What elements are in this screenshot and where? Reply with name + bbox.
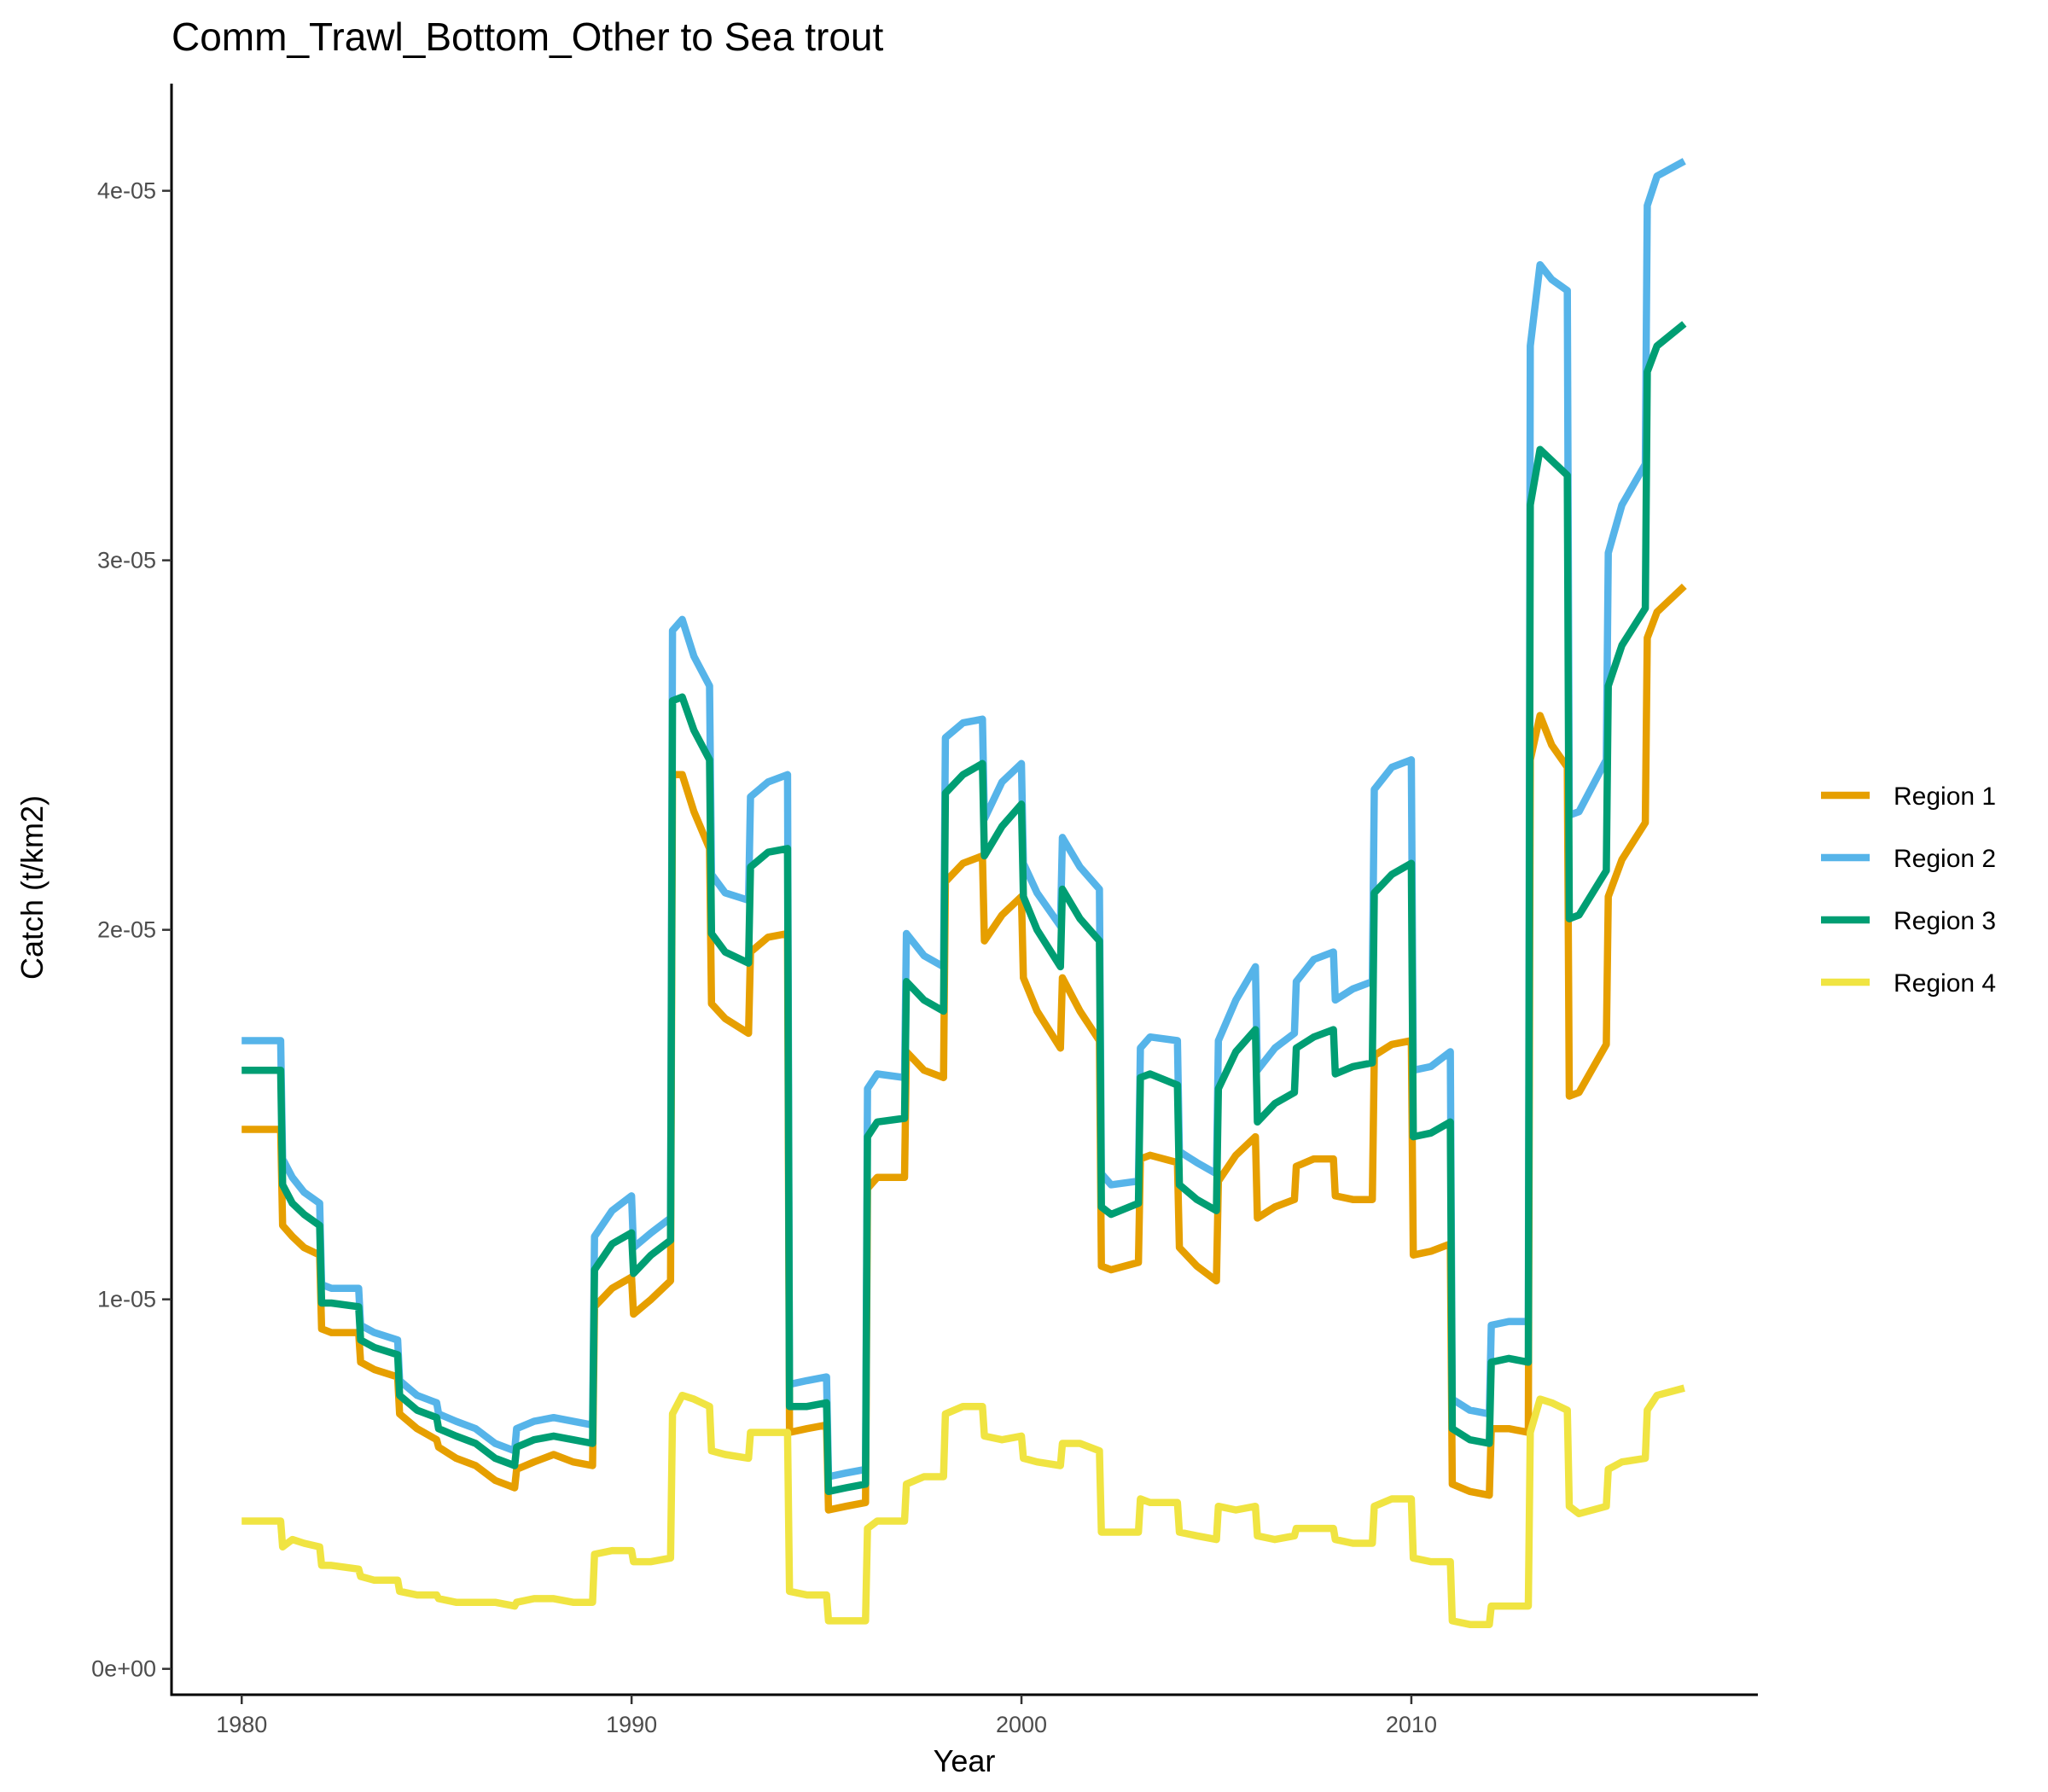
series-line-region-4	[241, 1384, 1685, 1628]
series-layer	[241, 158, 1687, 1628]
x-tick-label: 2000	[996, 1712, 1047, 1737]
x-axis-ticks: 1980 1990 2000 2010	[216, 1695, 1437, 1737]
y-tick-label: 0e+00	[91, 1656, 156, 1682]
y-axis-ticks: 0e+00 1e-05 2e-05 3e-05 4e-05	[91, 178, 172, 1682]
y-tick-label: 2e-05	[97, 917, 156, 943]
y-tick-label: 1e-05	[97, 1287, 156, 1312]
y-tick-label: 4e-05	[97, 178, 156, 204]
legend-label-region-1: Region 1	[1894, 783, 1996, 811]
x-tick-label: 2010	[1386, 1712, 1437, 1737]
x-tick-label: 1990	[606, 1712, 657, 1737]
chart-title: Comm_Trawl_Bottom_Other to Sea trout	[172, 15, 884, 59]
legend: Region 1 Region 2 Region 3 Region 4	[1821, 783, 1996, 998]
y-tick-label: 3e-05	[97, 548, 156, 573]
legend-label-region-2: Region 2	[1894, 845, 1996, 873]
y-axis-title: Catch (t/km2)	[15, 795, 49, 980]
series-line-region-3	[241, 321, 1687, 1496]
plot-area: 0e+00 1e-05 2e-05 3e-05 4e-05 1980 1990 2000 20…	[91, 84, 1758, 1737]
legend-label-region-3: Region 3	[1894, 907, 1996, 935]
x-axis-title: Year	[934, 1743, 996, 1778]
x-tick-label: 1980	[216, 1712, 267, 1737]
legend-label-region-4: Region 4	[1894, 969, 1996, 998]
